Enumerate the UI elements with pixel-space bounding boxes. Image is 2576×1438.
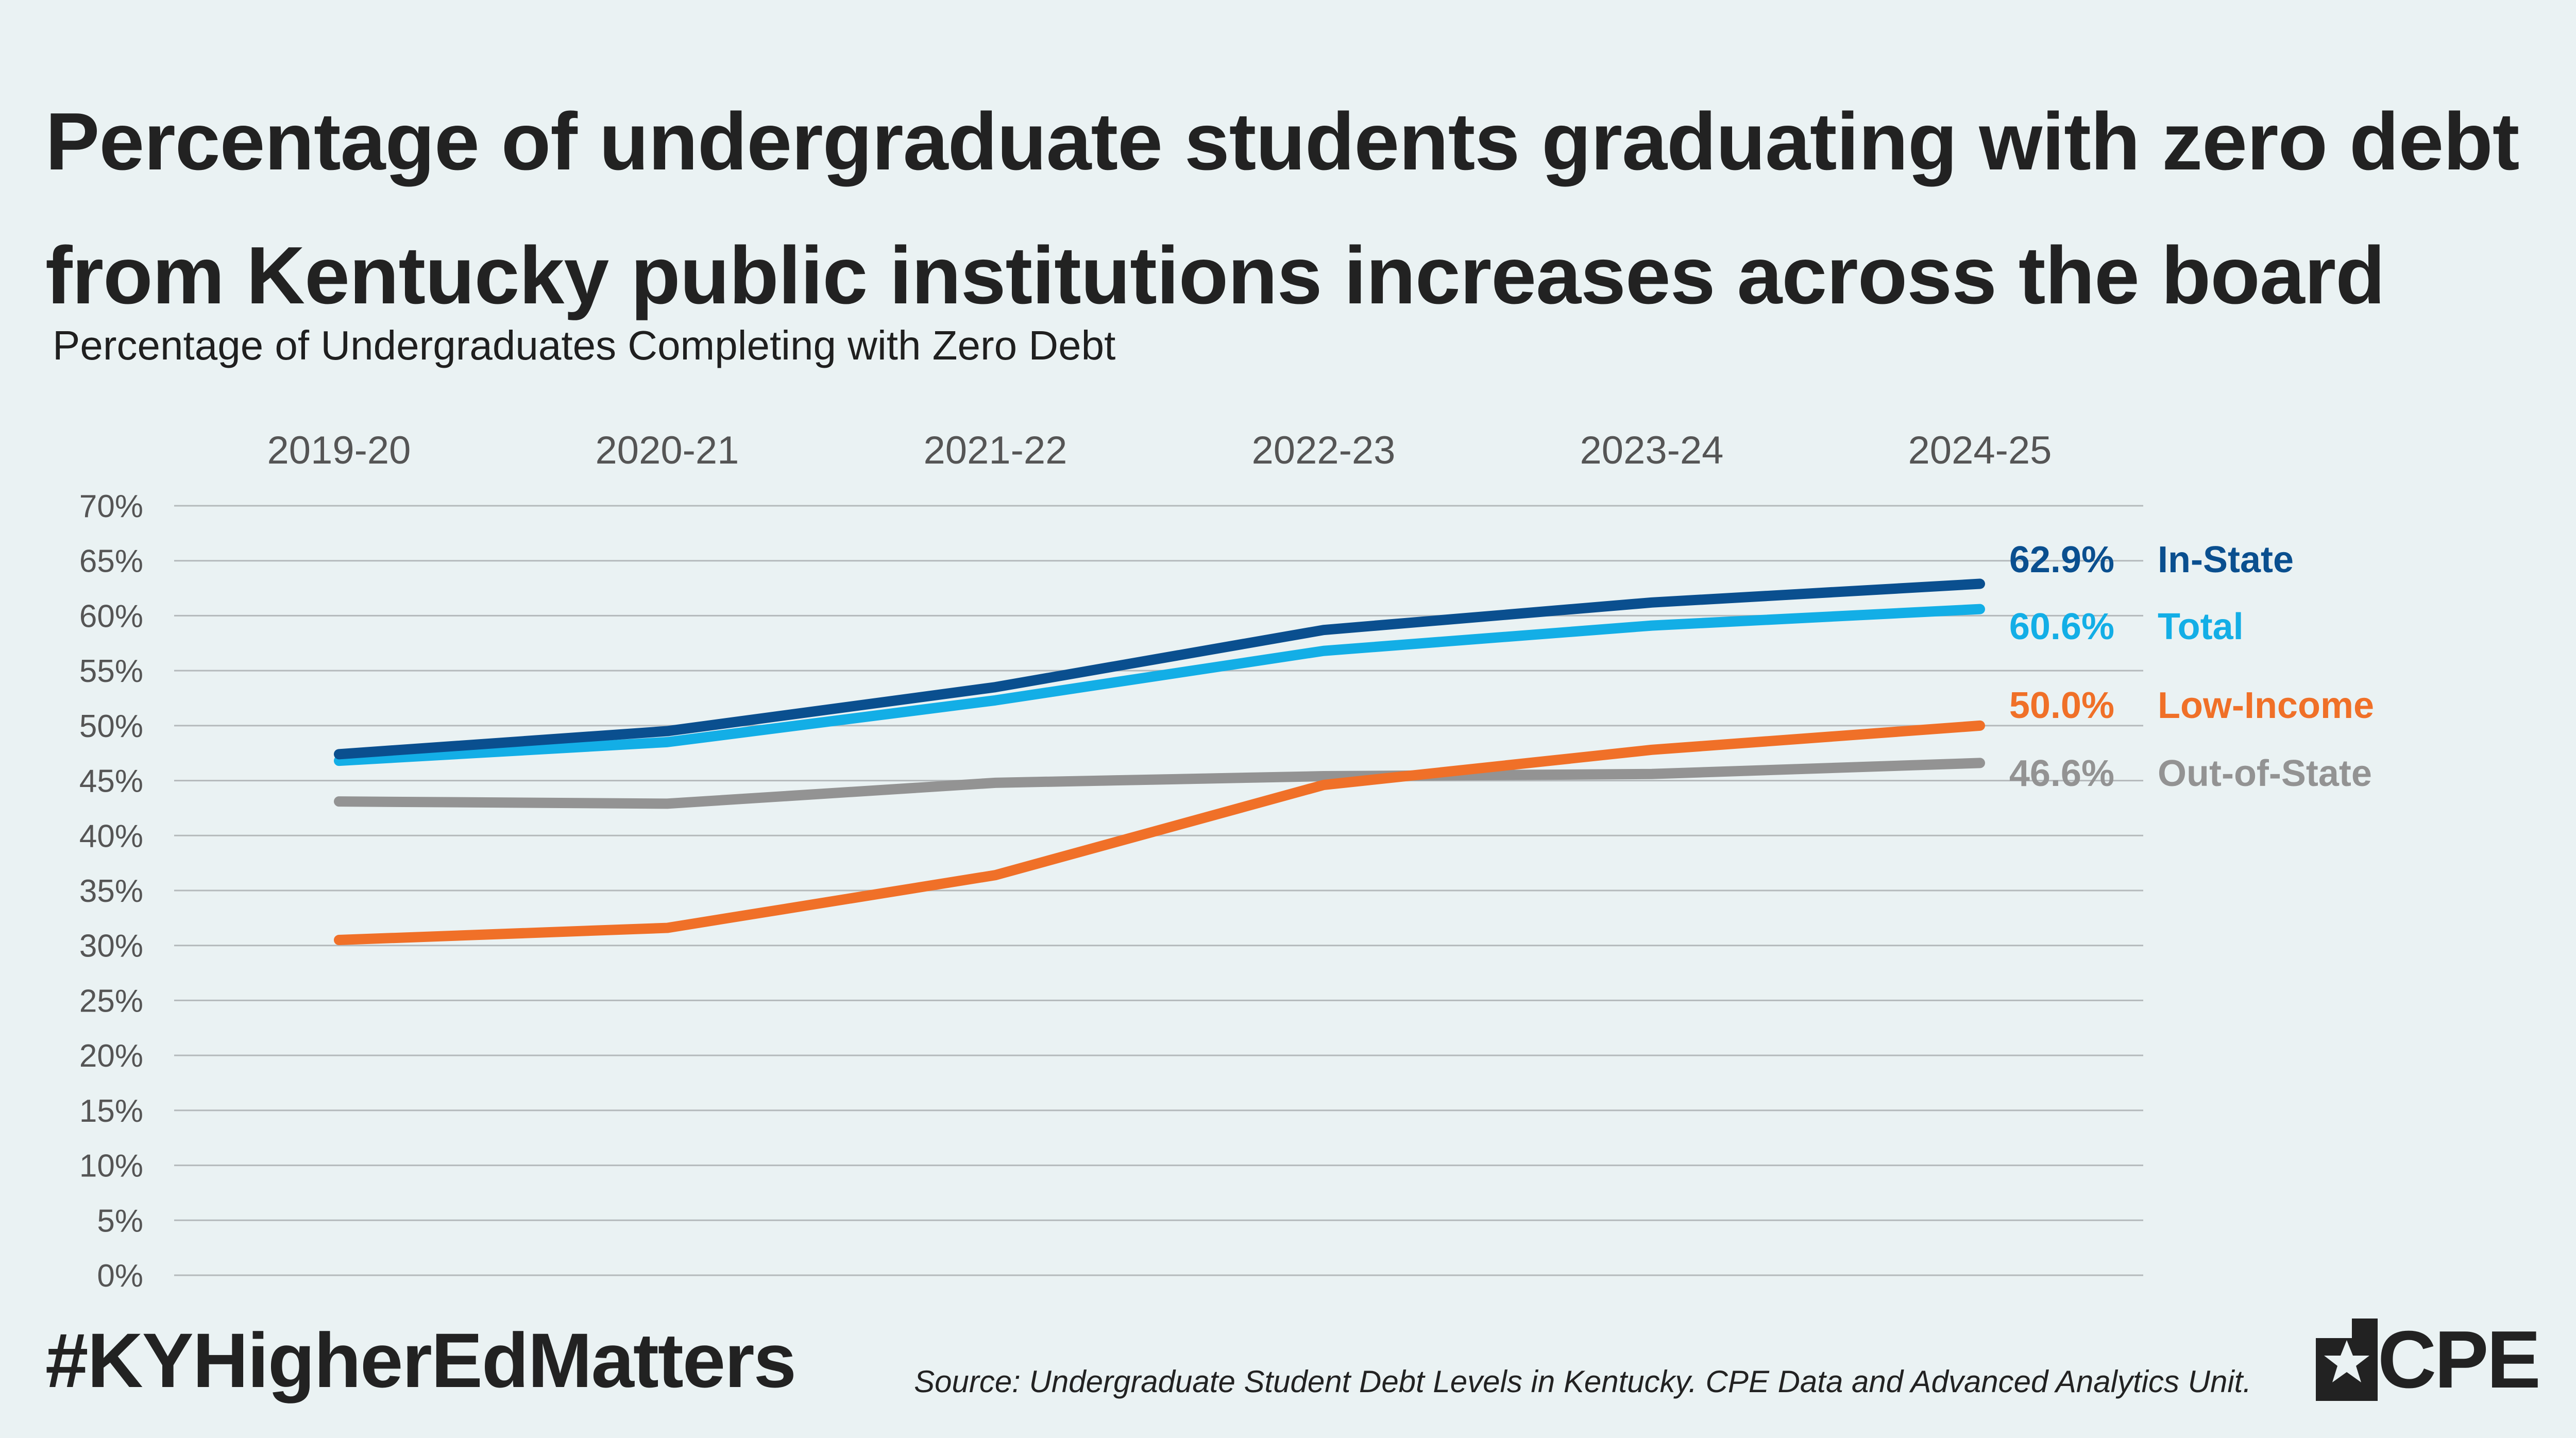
x-axis-ticks: 2019-20 2020-21 2021-22 2022-23 2023-24 2024-… bbox=[267, 429, 2052, 472]
chart-title-line-2: from Kentucky public institutions increa… bbox=[45, 230, 2385, 321]
legend-label-low-income: Low-Income bbox=[2158, 685, 2374, 726]
y-tick-label: 60% bbox=[79, 598, 143, 634]
gridlines bbox=[174, 505, 2143, 1276]
x-tick-label: 2022-23 bbox=[1252, 429, 1396, 472]
x-tick-label: 2020-21 bbox=[596, 429, 739, 472]
chart-subtitle: Percentage of Undergraduates Completing … bbox=[53, 322, 1116, 368]
y-axis-ticks: 0% 5% 10% 15% 20% 25% 30% 35% 40% 45% 50% 55% 60% 65%… bbox=[79, 489, 143, 1294]
series-line-in-state bbox=[334, 578, 1985, 760]
source-note: Source: Undergraduate Student Debt Level… bbox=[914, 1364, 2251, 1399]
end-value-label-out-of-state: 46.6% bbox=[2009, 753, 2114, 794]
series-labels: 62.9% In-State 60.6% Total 50.0% Low-Income 46… bbox=[2009, 539, 2374, 794]
end-value-label-total: 60.6% bbox=[2009, 606, 2114, 647]
cpe-logo: CPE bbox=[2316, 1314, 2541, 1405]
series-line-out-of-state bbox=[334, 758, 1985, 809]
legend-label-total: Total bbox=[2158, 606, 2244, 647]
y-tick-label: 30% bbox=[79, 929, 143, 964]
y-tick-label: 20% bbox=[79, 1038, 143, 1074]
x-tick-label: 2019-20 bbox=[267, 429, 411, 472]
series-line-low-income bbox=[334, 720, 1985, 946]
y-tick-label: 70% bbox=[79, 489, 143, 524]
series-lines bbox=[334, 578, 1985, 946]
y-tick-label: 50% bbox=[79, 709, 143, 744]
hashtag: #KYHigherEdMatters bbox=[45, 1317, 796, 1403]
end-value-label-in-state: 62.9% bbox=[2009, 539, 2114, 580]
y-tick-label: 45% bbox=[79, 764, 143, 799]
chart-title: Percentage of undergraduate students gra… bbox=[45, 75, 2519, 343]
y-tick-label: 25% bbox=[79, 983, 143, 1019]
x-tick-label: 2023-24 bbox=[1580, 429, 1724, 472]
series-line-total bbox=[334, 604, 1985, 766]
x-tick-label: 2021-22 bbox=[924, 429, 1067, 472]
y-tick-label: 10% bbox=[79, 1149, 143, 1184]
legend-label-out-of-state: Out-of-State bbox=[2158, 753, 2372, 794]
logo-text: CPE bbox=[2378, 1314, 2541, 1405]
legend-label-in-state: In-State bbox=[2158, 539, 2294, 580]
x-tick-label: 2024-25 bbox=[1908, 429, 2052, 472]
y-tick-label: 15% bbox=[79, 1093, 143, 1129]
y-tick-label: 65% bbox=[79, 544, 143, 579]
y-tick-label: 35% bbox=[79, 874, 143, 909]
y-tick-label: 5% bbox=[97, 1203, 143, 1239]
y-tick-label: 40% bbox=[79, 818, 143, 854]
kentucky-star-icon bbox=[2316, 1319, 2378, 1401]
y-tick-label: 55% bbox=[79, 654, 143, 689]
chart-title-line-1: Percentage of undergraduate students gra… bbox=[45, 96, 2519, 187]
end-value-label-low-income: 50.0% bbox=[2009, 685, 2114, 726]
y-tick-label: 0% bbox=[97, 1258, 143, 1294]
